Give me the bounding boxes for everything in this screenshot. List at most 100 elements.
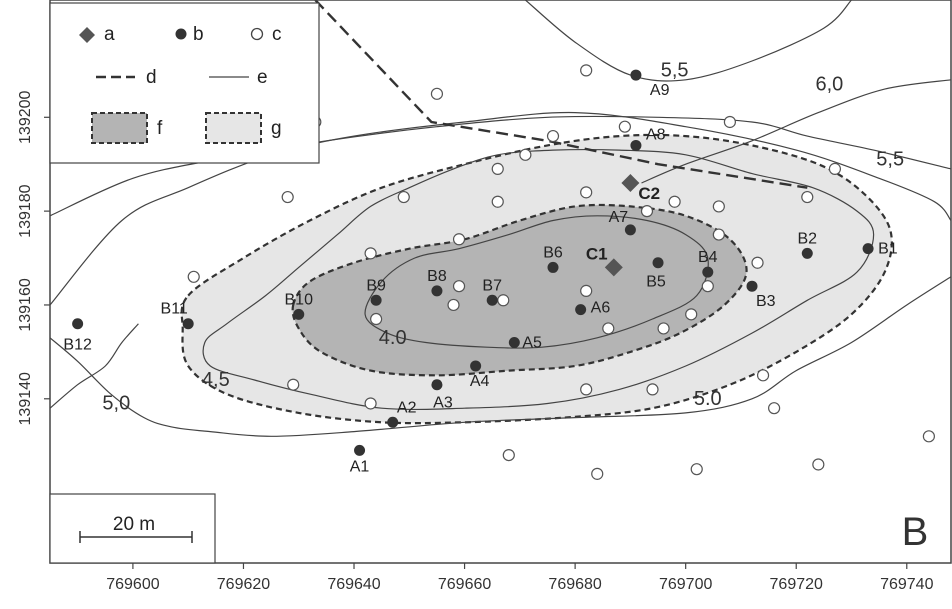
sampling-point-a-label: C2 [638, 184, 660, 203]
sampling-point-b [387, 416, 399, 428]
sampling-point-b-label: A5 [522, 334, 542, 351]
sampling-point-c [922, 430, 935, 443]
sampling-point-c [447, 298, 460, 312]
legend-label-d: d [146, 67, 157, 88]
sampling-point-c [723, 115, 736, 129]
sampling-point-b-label: A3 [433, 395, 453, 412]
sampling-point-c [281, 190, 294, 204]
contour-label: 6,0 [815, 73, 843, 95]
sampling-point-c [801, 190, 814, 204]
contour-line [50, 276, 952, 437]
contour-labels: 4.0 4,5 5,0 5.0 5,5 6,0 5,5 [102, 59, 904, 414]
sampling-point-c [701, 280, 714, 293]
sampling-point-b [801, 247, 813, 259]
sampling-point-c [187, 270, 200, 283]
x-axis-tick-label: 769660 [438, 576, 491, 593]
sampling-point-c [618, 120, 631, 133]
sampling-point-b-label: B1 [878, 241, 898, 258]
sampling-point-c [712, 228, 725, 241]
sampling-point-a-label: C1 [586, 244, 608, 263]
x-axis-tick-label: 769740 [880, 576, 933, 593]
legend-label-a: a [104, 24, 115, 45]
sampling-point-c [685, 308, 698, 321]
sampling-point-b [182, 318, 194, 330]
sampling-point-c [591, 467, 604, 480]
sampling-point-c [812, 458, 825, 471]
legend-label-c: c [272, 24, 282, 45]
sampling-point-b-label: B12 [63, 337, 92, 354]
sampling-point-b [470, 360, 482, 372]
sampling-point-b-label: A1 [350, 458, 370, 475]
x-axis-tick-label: 769600 [106, 576, 159, 593]
sampling-point-c [580, 284, 593, 297]
sampling-point-c [397, 190, 410, 204]
sampling-point-b [630, 69, 642, 81]
sampling-point-c [491, 195, 504, 208]
sampling-point-b-label: B11 [161, 301, 188, 318]
sampling-point-c [712, 200, 725, 213]
sampling-point-c [602, 322, 615, 335]
panel-label: B [902, 510, 929, 554]
sampling-point-b [293, 308, 305, 320]
y-axis: 139140 139160 139180 139200 [17, 90, 50, 425]
sampling-point-c [640, 205, 654, 218]
sampling-point-b [370, 294, 382, 306]
sampling-point-c [491, 162, 504, 175]
contour-line [202, 148, 875, 411]
sampling-point-b-label: B8 [427, 268, 447, 285]
contour-label: 5,5 [876, 149, 904, 171]
legend: a b c d e f g [49, 2, 320, 164]
sampling-point-c [690, 463, 703, 476]
scale-bar-box [49, 493, 216, 564]
x-axis-tick-label: 769700 [659, 576, 712, 593]
dark-zone-icon [91, 112, 148, 144]
sampling-point-c [430, 87, 444, 100]
sampling-point-b-label: B4 [698, 249, 718, 266]
sampling-point-c [580, 64, 593, 77]
contour-line [525, 0, 852, 82]
contour-label: 5,0 [102, 392, 130, 414]
contour-lines [50, 0, 952, 437]
sampling-point-b [652, 257, 664, 269]
sampling-point-c [580, 186, 593, 199]
sampling-point-c [657, 322, 670, 335]
sampling-point-b-label: A4 [470, 373, 490, 390]
x-axis-tick-label: 769620 [217, 576, 270, 593]
y-axis-tick-label: 139180 [17, 184, 34, 237]
y-axis-tick-label: 139140 [17, 372, 34, 425]
sampling-point-b-label: A2 [397, 399, 417, 416]
sampling-point-c [580, 383, 593, 396]
sampling-point-a [604, 258, 623, 277]
sampling-point-b [508, 336, 520, 348]
y-axis-tick-label: 139160 [17, 278, 34, 331]
sampling-point-c [768, 402, 781, 415]
sampling-point-b-label: B5 [646, 274, 666, 291]
sampling-point-b-label: B9 [366, 277, 386, 294]
contour-label: 4,5 [202, 369, 230, 391]
sampling-point-c [668, 195, 681, 208]
sampling-point-b [702, 266, 714, 278]
sampling-points-a: C1 C2 [586, 173, 660, 277]
sampling-point-b [630, 139, 642, 151]
sampling-point-c [452, 233, 466, 246]
sampling-point-c [519, 148, 532, 161]
contour-line [50, 115, 952, 217]
sampling-point-b-label: B10 [285, 291, 314, 308]
sampling-point-c [502, 448, 515, 462]
sampling-point-a [621, 173, 640, 192]
sampling-point-c [364, 247, 377, 260]
x-axis-tick-label: 769680 [548, 576, 601, 593]
sampling-point-c [287, 378, 300, 391]
map-content: 4.0 4,5 5,0 5.0 5,5 6,0 5,5 A1 A2 A3 A4 A5 A6 A7 A8 A9… [50, 0, 952, 480]
x-axis-tick-label: 769720 [770, 576, 823, 593]
sampling-point-c [756, 369, 770, 382]
sampling-point-b-label: A8 [646, 126, 666, 143]
sampling-point-b [486, 294, 498, 306]
sampling-point-b-label: B3 [756, 293, 776, 310]
y-axis-tick-label: 139200 [17, 90, 34, 143]
sampling-point-c [370, 312, 383, 326]
contour-label: 4.0 [379, 327, 407, 349]
sampling-point-b-label: B2 [797, 230, 817, 247]
sampling-point-b-label: A6 [591, 300, 611, 317]
